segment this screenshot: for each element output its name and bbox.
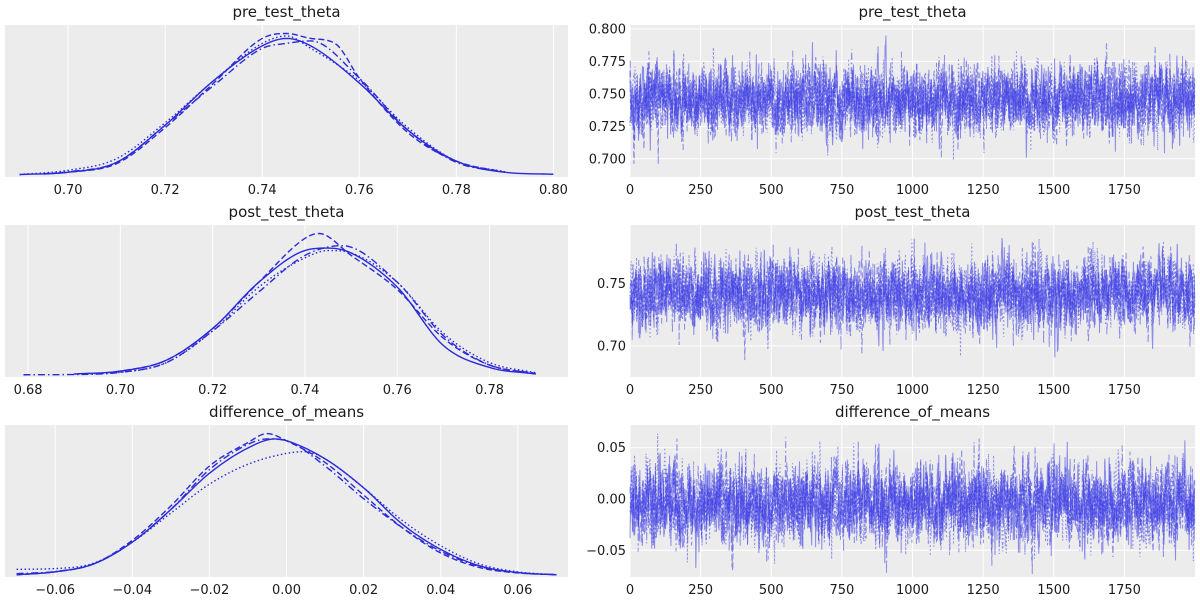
x-tick-label: 0.70	[54, 183, 83, 198]
x-tick-label: 0.70	[106, 383, 135, 398]
x-tick-label: 0.78	[475, 383, 504, 398]
x-tick-label: 0.72	[198, 383, 227, 398]
y-tick-label: 0.00	[597, 492, 626, 507]
x-tick-label: 0.72	[151, 183, 180, 198]
x-tick-label: 0	[626, 183, 634, 198]
x-tick-label: 1000	[896, 183, 929, 198]
panel-title: post_test_theta	[855, 203, 971, 222]
x-tick-label: 1250	[967, 583, 1000, 598]
x-tick-label: 250	[688, 383, 713, 398]
x-tick-label: 0.00	[272, 583, 301, 598]
trace-chain-3	[629, 47, 1196, 161]
x-tick-label: 750	[829, 183, 854, 198]
trace-chain-3	[629, 433, 1196, 564]
x-tick-label: 0.04	[426, 583, 455, 598]
y-tick-label: 0.75	[597, 277, 626, 292]
kde-curve-chain-4	[16, 438, 557, 576]
panel-title: difference_of_means	[209, 403, 364, 422]
kde-panel-pre_test_theta: pre_test_theta 0.70 0.72 0.74 0.76 0.78 0.80	[5, 3, 568, 198]
trace-chain-4	[629, 43, 1196, 158]
y-tick-label: −0.05	[586, 544, 626, 559]
x-tick-label: 0.74	[290, 383, 319, 398]
plot-area	[5, 25, 568, 177]
x-tick-label: 0.02	[349, 583, 378, 598]
panel-title: pre_test_theta	[232, 3, 340, 22]
trace-panel-post_test_theta: post_test_theta 0 250 500 750 1000 1250 1500 175…	[597, 203, 1196, 398]
x-tick-label: 1000	[896, 583, 929, 598]
x-tick-label: 750	[829, 383, 854, 398]
kde-curve-chain-3	[19, 35, 506, 176]
y-tick-label: 0.725	[589, 120, 626, 135]
kde-panel-difference_of_means: difference_of_means −0.06 −0.04 −0.02 0.00 0.…	[5, 403, 568, 598]
y-tick-label: 0.700	[589, 152, 626, 167]
x-tick-label: 0.76	[345, 183, 374, 198]
x-tick-label: 500	[759, 183, 784, 198]
x-tick-label: 1000	[896, 383, 929, 398]
x-tick-label: 0.76	[383, 383, 412, 398]
x-tick-label: 0	[626, 383, 634, 398]
panel-title: post_test_theta	[229, 203, 345, 222]
y-tick-label: 0.750	[589, 87, 626, 102]
y-tick-label: 0.800	[589, 22, 626, 37]
trace-panel-difference_of_means: difference_of_means 0 250 500 750 1000 1250 150…	[586, 403, 1196, 598]
kde-curve-chain-2	[43, 32, 506, 175]
x-tick-label: 1750	[1108, 383, 1141, 398]
x-tick-label: 1500	[1037, 583, 1070, 598]
x-tick-label: 1500	[1037, 383, 1070, 398]
y-tick-label: 0.05	[597, 441, 626, 456]
x-tick-label: 0.68	[14, 383, 43, 398]
plot-area	[5, 225, 568, 377]
y-tick-label: 0.70	[597, 339, 626, 354]
trace-panel-pre_test_theta: pre_test_theta 0 250 500 750 1000 1250 1500 1750…	[589, 3, 1196, 198]
kde-curve-chain-4	[43, 40, 506, 175]
x-tick-label: 0.74	[248, 183, 277, 198]
x-tick-label: 1250	[967, 383, 1000, 398]
kde-curve-chain-3	[74, 249, 536, 375]
x-tick-label: 500	[759, 583, 784, 598]
x-tick-label: 1750	[1108, 583, 1141, 598]
x-tick-label: 0.06	[503, 583, 532, 598]
x-tick-label: 0.78	[442, 183, 471, 198]
trace-chain-4	[629, 437, 1196, 574]
x-tick-label: −0.02	[189, 583, 229, 598]
x-tick-label: 1250	[967, 183, 1000, 198]
kde-curve-chain-2	[97, 232, 536, 375]
trace-chain-4	[629, 242, 1196, 354]
kde-panel-post_test_theta: post_test_theta 0.68 0.70 0.72 0.74 0.76 0.78	[5, 203, 568, 398]
x-tick-label: 750	[829, 583, 854, 598]
trace-chain-3	[629, 238, 1196, 357]
panel-title: difference_of_means	[835, 403, 990, 422]
x-tick-label: 1500	[1037, 183, 1070, 198]
x-tick-label: −0.04	[112, 583, 152, 598]
x-tick-label: 250	[688, 183, 713, 198]
x-tick-label: 1750	[1108, 183, 1141, 198]
x-tick-label: 500	[759, 383, 784, 398]
x-tick-label: 250	[688, 583, 713, 598]
x-tick-label: 0	[626, 583, 634, 598]
x-tick-label: 0.80	[539, 183, 568, 198]
y-tick-label: 0.775	[589, 55, 626, 70]
panel-title: pre_test_theta	[858, 3, 966, 22]
x-tick-label: −0.06	[35, 583, 75, 598]
